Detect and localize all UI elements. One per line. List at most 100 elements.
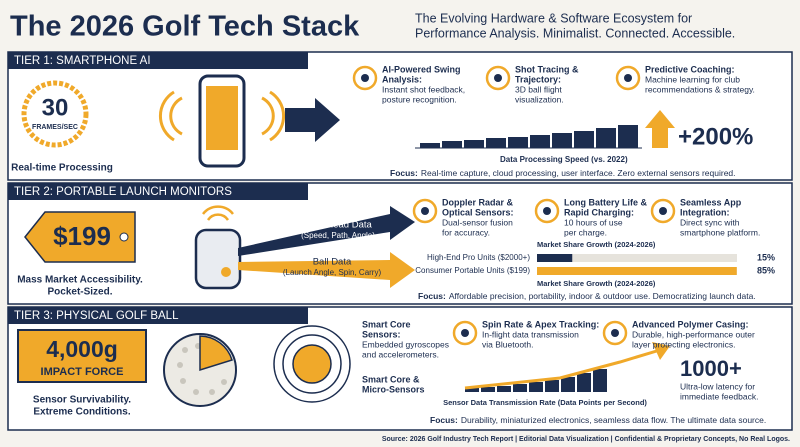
flow-title: Ball Data — [313, 257, 352, 268]
value-label: 15% — [757, 252, 775, 262]
price-tag — [24, 211, 136, 263]
feature-title: Trajectory: — [515, 74, 561, 84]
share-bar — [537, 254, 573, 262]
feature-icon-dot — [361, 74, 369, 82]
stat-value: 4,000g — [46, 336, 118, 362]
feature-title: Long Battery Life & — [564, 197, 648, 207]
callout-title: Smart Core — [362, 319, 411, 329]
focus-text: Durability, miniaturized electronics, se… — [461, 415, 766, 425]
market-share-title: Market Share Growth (2024-2026) — [537, 240, 656, 249]
feature-desc: for accuracy. — [442, 227, 490, 237]
price: $199 — [53, 221, 111, 251]
title: The 2026 Golf Tech Stack — [10, 11, 360, 43]
callout-desc: Embedded gyroscopes — [362, 339, 449, 349]
feature-desc: Instant shot feedback, — [382, 84, 465, 94]
subtitle: Performance Analysis. Minimalist. Connec… — [415, 26, 735, 40]
feature-title: Seamless App — [680, 197, 742, 207]
tier-header — [8, 307, 308, 324]
stat-unit: FRAMES/SEC — [32, 124, 78, 131]
focus-label: Focus: — [390, 168, 418, 178]
feature-desc: Dual-sensor fusion — [442, 217, 513, 227]
feature-icon-dot — [421, 207, 429, 215]
feature-icon-dot — [659, 207, 667, 215]
focus-text: Affordable precision, portability, indoo… — [449, 291, 756, 301]
subtitle: The Evolving Hardware & Software Ecosyst… — [415, 11, 692, 25]
feature-title: Analysis: — [382, 74, 422, 84]
feature-title: Doppler Radar & — [442, 197, 514, 207]
callout-desc: and accelerometers. — [362, 349, 439, 359]
stat-value: 30 — [42, 94, 69, 121]
feature-icon-dot — [611, 329, 619, 337]
feature-desc: 3D ball flight — [515, 84, 562, 94]
callout-title: Micro-Sensors — [362, 384, 425, 394]
flow-title: Club Head Data — [304, 220, 372, 231]
focus-text: Real-time capture, cloud processing, use… — [421, 168, 736, 178]
focus-line: Focus: Affordable precision, portability,… — [418, 291, 756, 301]
callout-title: Sensors: — [362, 329, 401, 339]
stat-caption: Sensor Survivability. — [33, 395, 131, 406]
feature-icon-dot — [461, 329, 469, 337]
tag-hole — [119, 232, 129, 242]
feature-title: Rapid Charging: — [564, 207, 634, 217]
rate-desc: immediate feedback. — [680, 391, 758, 401]
share-track — [537, 254, 737, 262]
footer: Source: 2026 Golf Industry Tech Report |… — [382, 436, 790, 443]
feature-desc: Durable, high-performance outer — [632, 329, 755, 339]
arrow — [285, 98, 340, 142]
feature-desc: 10 hours of use — [564, 217, 623, 227]
feature-title: Advanced Polymer Casing: — [632, 319, 749, 329]
tier-label: TIER 2: PORTABLE LAUNCH MONITORS — [14, 186, 232, 198]
rate: 1000+ — [680, 356, 742, 381]
stat-caption: Real-time Processing — [11, 163, 113, 174]
ball-cutaway — [199, 335, 233, 372]
feature-title: Optical Sensors: — [442, 207, 514, 217]
flow-detail: (Launch Angle, Spin, Carry) — [283, 268, 382, 277]
feature-desc: In-flight data transmission — [482, 329, 579, 339]
tier-label: TIER 3: PHYSICAL GOLF BALL — [14, 310, 179, 322]
row-label: Consumer Portable Units ($199) — [415, 266, 530, 275]
focus-label: Focus: — [418, 291, 446, 301]
feature-title: Predictive Coaching: — [645, 64, 735, 74]
row-label: High-End Pro Units ($2000+) — [427, 253, 530, 262]
value-label: 85% — [757, 265, 775, 275]
feature-desc: via Bluetooth. — [482, 339, 534, 349]
feature-title: AI-Powered Swing — [382, 64, 461, 74]
feature-desc: smartphone platform. — [680, 227, 760, 237]
feature-icon-dot — [543, 207, 551, 215]
tier-header — [8, 183, 308, 200]
share-bar — [537, 267, 737, 275]
chart-caption: Sensor Data Transmission Rate (Data Poin… — [443, 398, 647, 407]
feature-icon-dot — [624, 74, 632, 82]
core-ring — [282, 334, 342, 394]
launch-monitor-icon — [194, 228, 242, 290]
price-caption: Mass Market Accessibility. — [17, 275, 143, 286]
feature-desc: Direct sync with — [680, 217, 740, 227]
impact-box — [17, 329, 147, 383]
gauge — [21, 80, 89, 148]
price-caption: Pocket-Sized. — [47, 287, 112, 298]
chart-caption: Data Processing Speed (vs. 2022) — [500, 155, 628, 164]
flow-detail: (Speed, Path, Angle) — [301, 231, 375, 240]
feature-desc: layer protecting electronics. — [632, 339, 735, 349]
signal-waves — [202, 205, 234, 221]
feature-title: Spin Rate & Apex Tracking: — [482, 319, 599, 329]
tier-label: TIER 1: SMARTPHONE AI — [14, 55, 151, 67]
sensor-lens — [221, 267, 231, 277]
feature-icon-dot — [494, 74, 502, 82]
flow-arrow — [238, 252, 415, 288]
signal-waves — [158, 90, 286, 142]
focus-line: Focus: Durability, miniaturized electroni… — [430, 415, 766, 425]
trend-line — [464, 348, 661, 390]
growth: +200% — [678, 123, 753, 150]
feature-desc: recommendations & strategy. — [645, 84, 755, 94]
tier-header — [8, 52, 308, 69]
focus-label: Focus: — [430, 415, 458, 425]
growth-arrow — [645, 110, 675, 148]
stat-caption: Extreme Conditions. — [33, 407, 130, 418]
stat-unit: IMPACT FORCE — [41, 366, 124, 378]
feature-title: Shot Tracing & — [515, 64, 579, 74]
smart-core — [292, 344, 332, 384]
feature-desc: visualization. — [515, 94, 564, 104]
